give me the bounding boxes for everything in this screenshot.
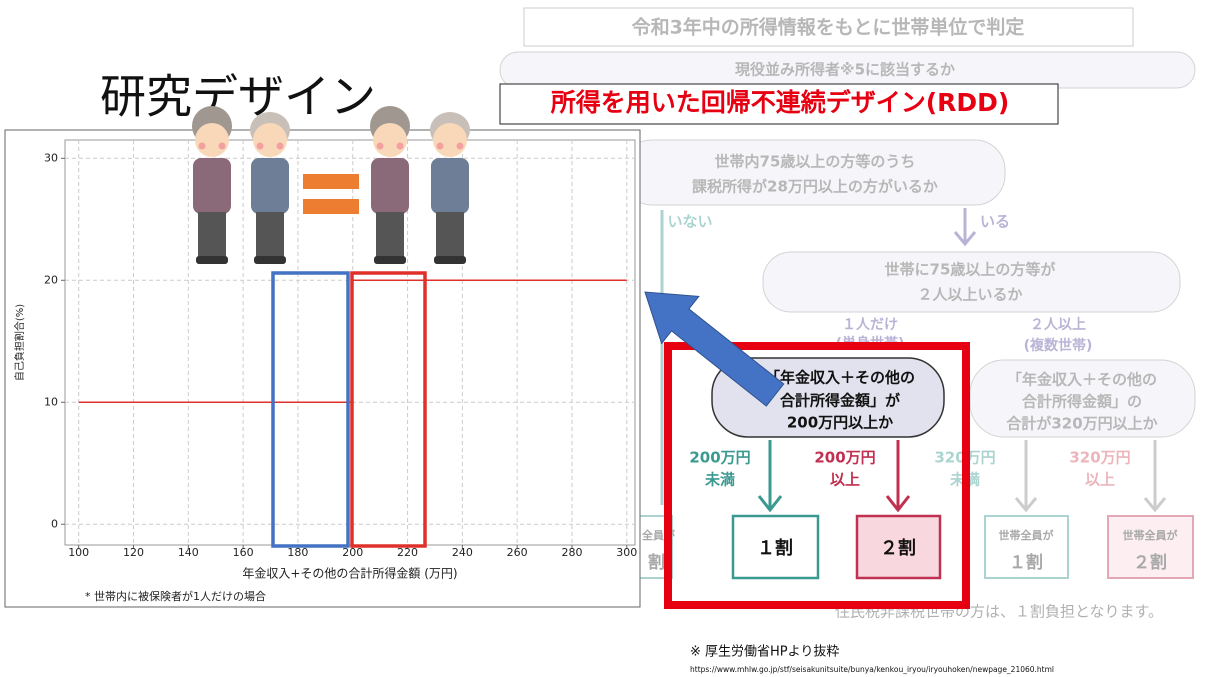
x-tick-label: 220 (397, 546, 418, 559)
cheek (257, 143, 264, 150)
slide: 令和3年中の所得情報をもとに世帯単位で判定 現役並み所得者※5に該当するか 世帯… (0, 0, 1208, 677)
x-tick-label: 140 (178, 546, 199, 559)
cheek (437, 143, 444, 150)
result-text: 世帯全員が (999, 528, 1054, 542)
x-tick-label: 160 (233, 546, 254, 559)
node-text: 合計所得金額」が (780, 392, 901, 410)
arrow (759, 440, 781, 510)
shoes (254, 256, 286, 264)
node-text: 現役並み所得者※5に該当するか (735, 61, 955, 79)
body (371, 158, 409, 214)
result-text: ２割 (1133, 552, 1167, 573)
branch-label: 以上 (1085, 471, 1115, 489)
shoes (434, 256, 466, 264)
node-text: 課税所得が28万円以上の方がいるか (692, 178, 938, 196)
cheek (277, 143, 284, 150)
branch-label: ２人以上 (1030, 317, 1086, 333)
y-tick-label: 30 (44, 151, 58, 164)
cheek (397, 143, 404, 150)
rdd-label: 所得を用いた回帰不連続デザイン(RDD) (550, 88, 1010, 117)
node-text: 「年金収入＋その他の (765, 369, 915, 387)
shoes (196, 256, 228, 264)
face (195, 123, 229, 157)
y-tick-label: 10 (44, 395, 58, 408)
branch-label: １人だけ (842, 317, 898, 333)
result-text: ２割 (880, 537, 916, 559)
body (251, 158, 289, 214)
header: 令和3年中の所得情報をもとに世帯単位で判定 (632, 16, 1025, 39)
page: 令和3年中の所得情報をもとに世帯単位で判定 現役並み所得者※5に該当するか 世帯… (0, 0, 1208, 677)
result-text: １割 (1009, 552, 1043, 573)
arrow (887, 440, 909, 510)
branch-label: 200万円 (689, 449, 750, 467)
url: https://www.mhlw.go.jp/stf/seisakunitsui… (690, 665, 1054, 674)
x-tick-label: 260 (507, 546, 528, 559)
shoes (374, 256, 406, 264)
node-text: ２人以上いるか (917, 286, 1022, 304)
x-tick-label: 100 (68, 546, 89, 559)
node-text: 世帯に75歳以上の方等が (885, 261, 1057, 279)
slide-title: 研究デザイン (100, 70, 376, 124)
result-text: 世帯全員が (1123, 528, 1178, 542)
branch-label: 以上 (830, 471, 860, 489)
face (373, 123, 407, 157)
cheek (219, 143, 226, 150)
face (253, 123, 287, 157)
x-tick-label: 280 (561, 546, 582, 559)
body (193, 158, 231, 214)
equal-sign (303, 174, 359, 189)
cheek (377, 143, 384, 150)
arrow (955, 208, 975, 244)
branch-label: いない (667, 213, 712, 231)
node-text: 合計所得金額」の (1022, 393, 1142, 411)
node-text: 合計が320万円以上か (1006, 415, 1157, 433)
face (433, 123, 467, 157)
x-tick-label: 180 (287, 546, 308, 559)
highlighted-branch: 「年金収入＋その他の 合計所得金額」が 200万円以上か 200万円 未満 20… (668, 346, 966, 605)
y-tick-label: 0 (51, 517, 58, 530)
equal-sign (303, 199, 359, 214)
y-tick-label: 20 (44, 273, 58, 286)
cheek (457, 143, 464, 150)
y-axis-label: 自己負担割合(%) (13, 304, 26, 381)
node-text: 200万円以上か (787, 414, 893, 432)
x-tick-label: 120 (123, 546, 144, 559)
legs (376, 212, 404, 258)
body (431, 158, 469, 214)
chart-note: * 世帯内に被保険者が1人だけの場合 (85, 589, 266, 603)
cheek (199, 143, 206, 150)
legs (436, 212, 464, 258)
branch-label: いる (980, 213, 1010, 231)
x-tick-label: 300 (616, 546, 637, 559)
node-text: 世帯内75歳以上の方等のうち (715, 153, 916, 171)
x-tick-label: 200 (342, 546, 363, 559)
legs (198, 212, 226, 258)
source: ※ 厚生労働省HPより抜粋 (690, 644, 839, 660)
branch-label: 320万円 (1069, 449, 1130, 467)
node-text: 「年金収入＋その他の (1007, 371, 1157, 389)
legs (256, 212, 284, 258)
result-text: １割 (757, 537, 793, 559)
branch-label: 未満 (704, 471, 735, 489)
x-axis-label: 年金収入+その他の合計所得金額 (万円) (242, 566, 457, 581)
branch-label: 200万円 (814, 449, 875, 467)
x-tick-label: 240 (452, 546, 473, 559)
branch-label: (複数世帯) (1024, 337, 1093, 354)
result-text: 割 (648, 552, 665, 573)
